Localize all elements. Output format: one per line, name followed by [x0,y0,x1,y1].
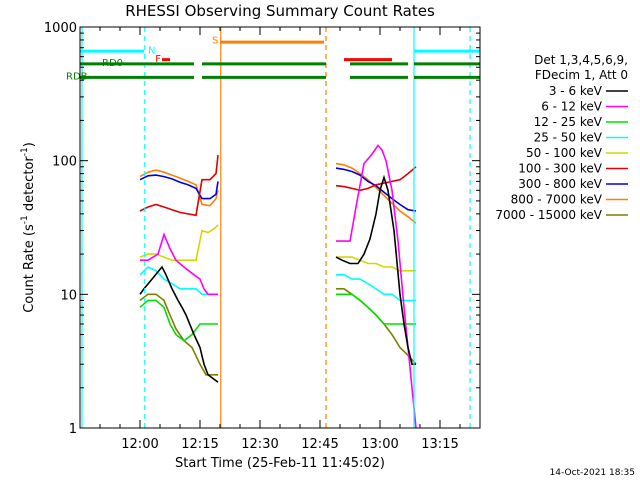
series-3-6-kev-segment-1 [139,265,219,383]
x-axis-label: Start Time (25-Feb-11 11:45:02) [175,456,385,471]
y-axis-label-part: -1 [20,147,30,156]
y-tick-label: 1 [69,422,77,437]
legend-header-line: FDecim 1, Att 0 [535,68,628,82]
series-6-12-kev-segment-2 [336,144,417,429]
series-50-100-kev-segment-2 [336,256,416,272]
legend-label-7000-15000-kev: 7000 - 15000 keV [495,208,602,222]
legend-label-50-100-kev: 50 - 100 keV [526,146,603,160]
legend-label-25-50-kev: 25 - 50 keV [534,131,603,145]
y-tick-label: 10 [60,288,77,303]
series-12-25-kev-segment-2 [336,293,416,325]
series-7000-15000-kev-segment-1 [139,293,218,376]
status-flag-layer: RD0 RDB NF S [66,35,480,82]
series-layer [139,144,417,429]
y-axis-label-part: -1 [20,215,30,224]
legend-label-12-25-kev: 12 - 25 keV [534,115,603,129]
y-axis-label-part: detector [22,156,37,216]
y-tick-label: 100 [52,155,77,170]
series-100-300-kev-segment-1 [139,155,219,217]
y-tick-label: 1000 [44,21,77,36]
vertical-marker-layer [81,27,471,428]
legend-label-6-12-kev: 6 - 12 keV [541,100,603,114]
y-axis-label-part: Count Rate (s [22,224,37,313]
series-800-7000-kev-segment-1 [139,169,219,207]
flag-label-s: S [212,35,218,46]
series-800-7000-kev-segment-2 [335,162,417,224]
x-tick-label: 12:00 [121,437,158,452]
flag-label-f: F [155,54,161,65]
series-12-25-kev-segment-1 [139,299,218,342]
legend-header-line: Det 1,3,4,5,6,9, [534,53,628,67]
axis-tick-layer: 12:00 12:15 12:30 12:45 13:00 13:15 1 10 100 1000 [44,21,481,452]
series-300-800-kev-segment-2 [335,167,417,212]
series-100-300-kev-segment-2 [335,166,417,192]
legend-label-3-6-kev: 3 - 6 keV [549,84,603,98]
x-tick-label: 12:45 [301,437,338,452]
flag-label-rd0: RD0 [102,58,123,69]
generation-timestamp: 14-Oct-2021 18:35 [550,468,635,478]
series-300-800-kev-segment-1 [139,174,219,200]
series-3-6-kev-segment-2 [335,174,416,366]
y-axis-label: Count Rate (s-1 detector-1) [20,142,37,313]
legend-label-100-300-kev: 100 - 300 keV [518,162,602,176]
flag-label-rdb: RDB [66,71,88,82]
chart-title: RHESSI Observing Summary Count Rates [125,2,435,20]
series-6-12-kev-segment-1 [140,232,218,296]
x-tick-label: 12:15 [181,437,218,452]
series-25-50-kev-segment-1 [139,266,218,296]
legend: Det 1,3,4,5,6,9,FDecim 1, Att 0 3 - 6 keV… [495,53,628,222]
series-50-100-kev-segment-1 [139,224,219,262]
legend-label-800-7000-kev: 800 - 7000 keV [511,193,603,207]
flag-label-n: N [148,45,155,56]
legend-label-300-800-kev: 300 - 800 keV [518,177,602,191]
x-tick-label: 13:00 [361,437,398,452]
y-axis-label-part: ) [22,142,37,147]
x-tick-label: 12:30 [241,437,278,452]
x-tick-label: 13:15 [421,437,458,452]
